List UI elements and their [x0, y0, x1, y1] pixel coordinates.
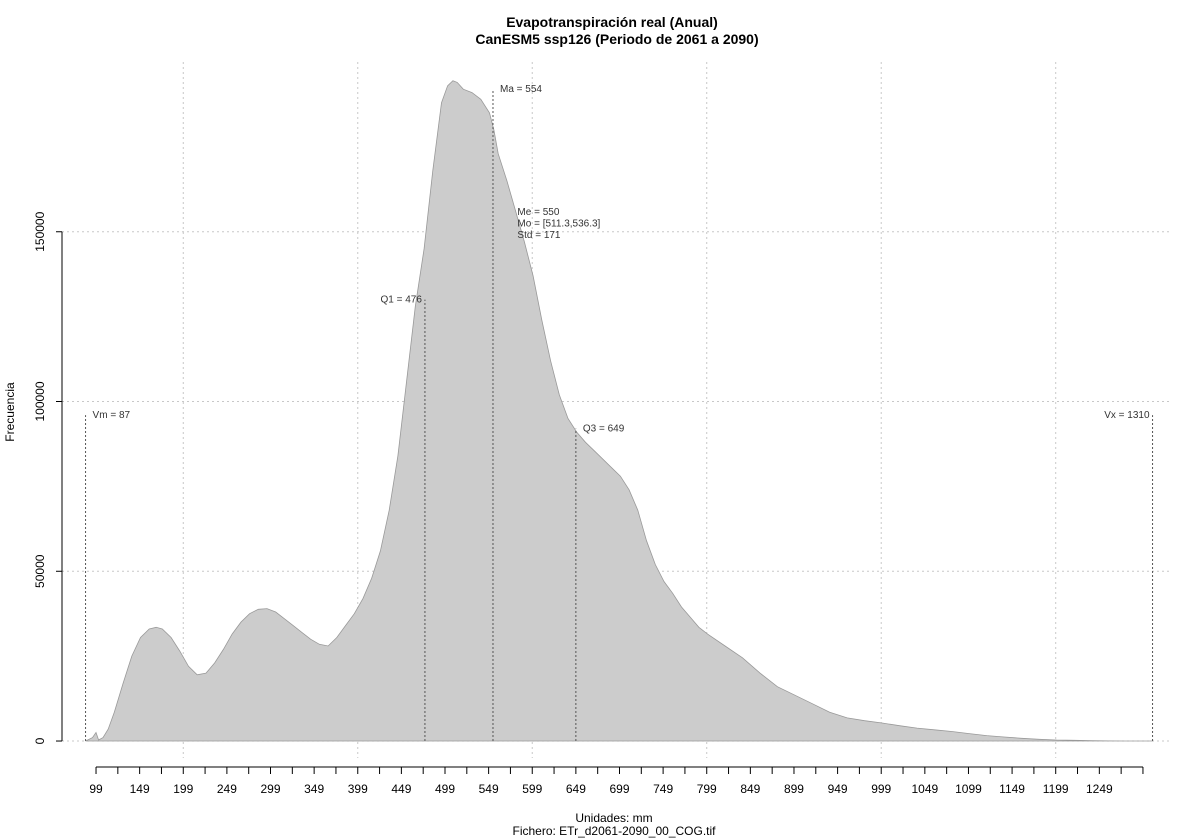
axes: 0 50000 100000 150000 99 149 199 249 299 349 399 44… [33, 211, 1144, 796]
x-tick-label: 1049 [911, 782, 938, 796]
stat-label: Vx = 1310 [1104, 410, 1150, 421]
x-axis-label: Unidades: mm [575, 811, 652, 825]
x-tick-label: 799 [697, 782, 717, 796]
x-tick-label: 749 [653, 782, 673, 796]
density-area-path [85, 80, 1153, 742]
stats-line: Mo = [511.3,536.3] [517, 218, 600, 229]
x-tick-label: 649 [566, 782, 586, 796]
annotations: Vm = 87 Q1 = 476 Ma = 554 Q3 = 649 Vx = 1310… [85, 84, 1154, 742]
chart-subtitle: CanESM5 ssp126 (Periodo de 2061 a 2090) [475, 31, 758, 47]
x-tick-label: 99 [89, 782, 103, 796]
stat-label: Q3 = 649 [583, 424, 625, 435]
x-tick-label: 499 [435, 782, 455, 796]
stats-line: Me = 550 [517, 207, 559, 218]
x-tick-label: 1099 [955, 782, 982, 796]
stat-label: Vm = 87 [93, 410, 131, 421]
y-tick-label: 100000 [33, 381, 47, 421]
x-tick-label: 449 [391, 782, 411, 796]
x-tick-label: 849 [740, 782, 760, 796]
file-label: Fichero: ETr_d2061-2090_00_COG.tif [513, 824, 717, 838]
x-tick-label: 699 [609, 782, 629, 796]
y-axis-label: Frecuencia [3, 382, 17, 442]
x-tick-label: 1249 [1086, 782, 1113, 796]
x-tick-label: 199 [173, 782, 193, 796]
x-tick-label: 249 [217, 782, 237, 796]
stat-label: Q1 = 476 [381, 295, 423, 306]
x-tick-label: 399 [348, 782, 368, 796]
y-tick-label: 0 [33, 737, 47, 744]
y-tick-label: 150000 [33, 211, 47, 251]
x-tick-label: 349 [304, 782, 324, 796]
stat-label: Ma = 554 [500, 84, 542, 95]
stats-line: Std = 171 [517, 230, 561, 241]
x-tick-label: 1149 [999, 782, 1025, 796]
x-tick-label: 599 [522, 782, 542, 796]
y-tick-label: 50000 [33, 554, 47, 588]
x-tick-label: 999 [871, 782, 891, 796]
density-area [85, 80, 1153, 742]
x-tick-label: 899 [784, 782, 804, 796]
x-tick-label: 1199 [1043, 782, 1069, 796]
chart-title: Evapotranspiración real (Anual) [506, 14, 718, 30]
x-tick-label: 149 [130, 782, 150, 796]
x-tick-label: 949 [828, 782, 848, 796]
x-tick-label: 299 [260, 782, 280, 796]
x-tick-label: 549 [479, 782, 499, 796]
